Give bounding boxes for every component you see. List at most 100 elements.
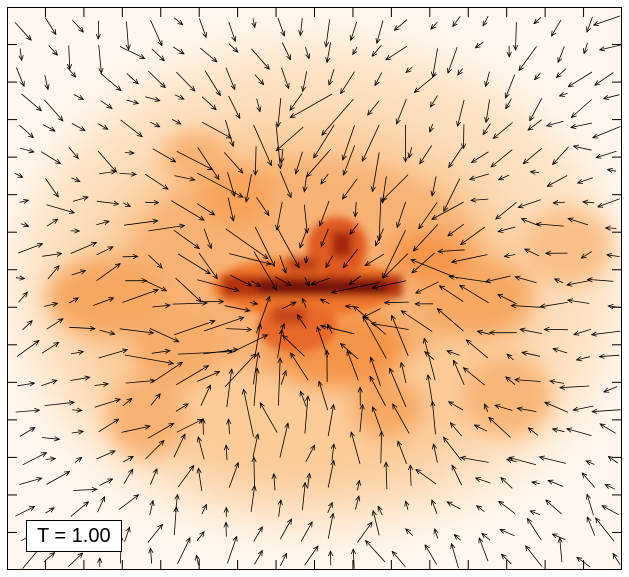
velocity-arrow <box>41 380 57 387</box>
velocity-arrow <box>303 204 307 233</box>
velocity-arrow <box>69 298 78 304</box>
velocity-arrow <box>201 96 216 110</box>
velocity-arrow <box>449 276 491 283</box>
velocity-arrow <box>203 228 211 249</box>
velocity-arrow <box>172 46 184 54</box>
velocity-arrow <box>253 251 277 291</box>
velocity-arrow <box>203 317 244 332</box>
velocity-arrow <box>372 45 382 56</box>
velocity-arrow <box>553 146 569 165</box>
velocity-arrow <box>283 335 305 357</box>
velocity-arrow <box>122 398 132 407</box>
velocity-arrow <box>178 352 232 355</box>
velocity-arrow <box>197 279 239 291</box>
velocity-arrow <box>355 201 356 217</box>
velocity-arrow <box>491 149 513 167</box>
velocity-arrow <box>449 146 463 167</box>
velocity-arrow <box>277 201 283 230</box>
velocity-arrow <box>274 474 275 491</box>
velocity-arrow <box>377 20 384 44</box>
velocity-arrow <box>605 485 616 490</box>
velocity-arrow <box>381 431 382 464</box>
velocity-arrow <box>145 441 164 460</box>
velocity-arrow <box>452 254 488 263</box>
velocity-arrow <box>122 290 158 303</box>
velocity-arrow <box>73 94 84 100</box>
velocity-arrow <box>409 147 412 158</box>
velocity-arrow <box>22 453 47 466</box>
velocity-arrow <box>413 224 439 252</box>
velocity-arrow <box>15 278 25 279</box>
velocity-arrow <box>150 394 160 406</box>
velocity-arrow <box>19 200 29 202</box>
velocity-arrow <box>174 94 184 99</box>
velocity-arrow <box>277 228 300 268</box>
velocity-arrow <box>68 553 82 567</box>
velocity-arrow <box>124 527 130 542</box>
velocity-arrow <box>351 432 361 465</box>
velocity-arrow <box>466 340 489 359</box>
velocity-arrow <box>342 178 358 199</box>
velocity-arrow <box>320 299 330 305</box>
velocity-arrow <box>14 173 23 177</box>
velocity-arrow <box>587 16 593 32</box>
velocity-arrow <box>363 316 387 359</box>
velocity-arrow <box>149 328 179 341</box>
velocity-arrow <box>71 123 85 130</box>
velocity-arrow <box>300 18 302 35</box>
velocity-arrow <box>596 150 617 157</box>
velocity-arrow <box>66 66 76 77</box>
velocity-arrow <box>587 494 594 516</box>
velocity-arrow <box>511 306 541 308</box>
velocity-arrow <box>254 457 255 486</box>
velocity-arrow <box>501 554 512 565</box>
velocity-arrows <box>14 15 621 569</box>
velocity-arrow <box>290 93 333 118</box>
velocity-arrow <box>100 100 112 109</box>
velocity-arrow <box>14 22 31 40</box>
velocity-arrow <box>175 277 202 302</box>
velocity-arrow <box>246 174 252 202</box>
velocity-arrow <box>383 230 406 278</box>
velocity-arrow <box>46 219 58 227</box>
velocity-arrow <box>461 458 489 463</box>
velocity-arrow <box>300 391 307 407</box>
velocity-arrow <box>296 151 303 174</box>
velocity-arrow <box>145 280 166 291</box>
velocity-arrow <box>431 21 438 29</box>
velocity-arrow <box>277 17 285 36</box>
velocity-arrow <box>599 355 620 357</box>
velocity-arrow <box>394 19 408 31</box>
velocity-arrow <box>254 74 264 85</box>
velocity-arrow <box>371 357 381 386</box>
velocity-arrow <box>397 98 407 124</box>
velocity-arrow <box>148 70 165 88</box>
velocity-arrow <box>126 99 139 104</box>
velocity-arrow <box>522 352 540 357</box>
velocity-arrow <box>332 444 334 462</box>
velocity-arrow <box>255 146 256 175</box>
velocity-arrow <box>227 197 233 221</box>
velocity-arrow <box>349 275 362 285</box>
velocity-arrow <box>279 519 291 540</box>
velocity-arrow <box>519 46 537 70</box>
velocity-arrow <box>354 306 387 335</box>
velocity-arrow <box>98 350 128 359</box>
velocity-arrow <box>523 147 543 164</box>
velocity-arrow <box>398 441 407 465</box>
velocity-arrow <box>547 120 564 126</box>
velocity-arrow <box>454 535 461 541</box>
velocity-arrow <box>121 426 151 433</box>
velocity-arrow <box>463 368 485 386</box>
velocity-arrow <box>530 98 543 121</box>
velocity-arrow <box>470 173 490 180</box>
velocity-arrow <box>567 280 591 286</box>
velocity-arrow <box>44 402 74 406</box>
velocity-arrow <box>17 383 34 386</box>
velocity-arrow <box>297 315 307 329</box>
velocity-arrow <box>509 458 537 466</box>
velocity-arrow <box>461 226 486 245</box>
velocity-arrow <box>496 201 517 219</box>
velocity-arrow <box>93 298 113 306</box>
velocity-arrow <box>437 309 464 332</box>
